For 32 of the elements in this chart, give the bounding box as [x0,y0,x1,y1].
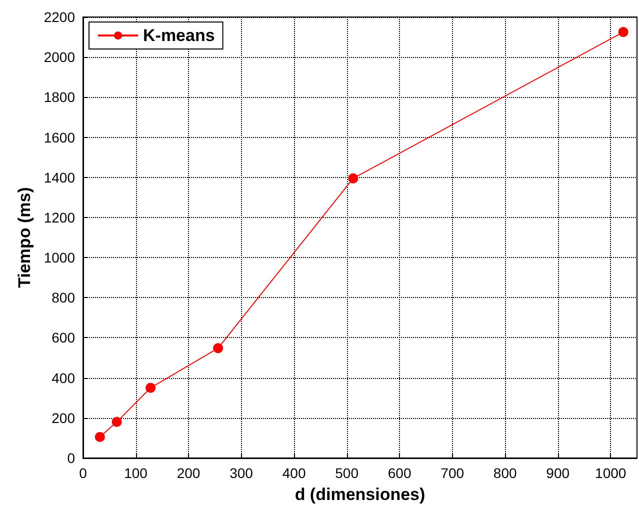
point [146,382,156,393]
x-tick-label: 800 [493,465,517,481]
y-tick-label: 1200 [44,209,76,226]
x-tick-label: 1000 [595,465,626,481]
y-tick-label: 2000 [44,49,76,66]
y-tick-label: 800 [52,290,76,306]
y-tick-label: 600 [52,330,76,346]
x-tick-label: 900 [546,465,570,481]
legend-label: K-means [143,26,215,45]
point [112,416,122,427]
y-tick-label: 200 [52,410,76,426]
point [94,432,105,442]
x-tick-label: 0 [79,465,88,481]
y-tick-label: 1000 [44,250,76,266]
point [213,343,224,354]
x-axis-title: d (dimensiones) [294,485,426,504]
y-tick-label: 0 [67,450,76,466]
x-tick-label: 200 [176,465,200,481]
y-tick-label: 2200 [44,9,76,25]
y-tick-label: 1400 [44,169,76,186]
y-tick-label: 1800 [44,89,76,106]
x-tick-label: 300 [230,465,254,481]
x-tick-label: 500 [335,465,359,481]
point [618,27,628,38]
y-tick-label: 400 [52,370,76,386]
x-tick-label: 400 [282,465,306,481]
x-tick-label: 600 [388,465,412,481]
point [348,173,358,184]
y-axis-title: Tiempo (ms) [14,187,34,288]
y-tick-label: 1600 [44,129,76,146]
x-tick-label: 700 [440,465,464,481]
x-tick-label: 100 [124,465,148,481]
